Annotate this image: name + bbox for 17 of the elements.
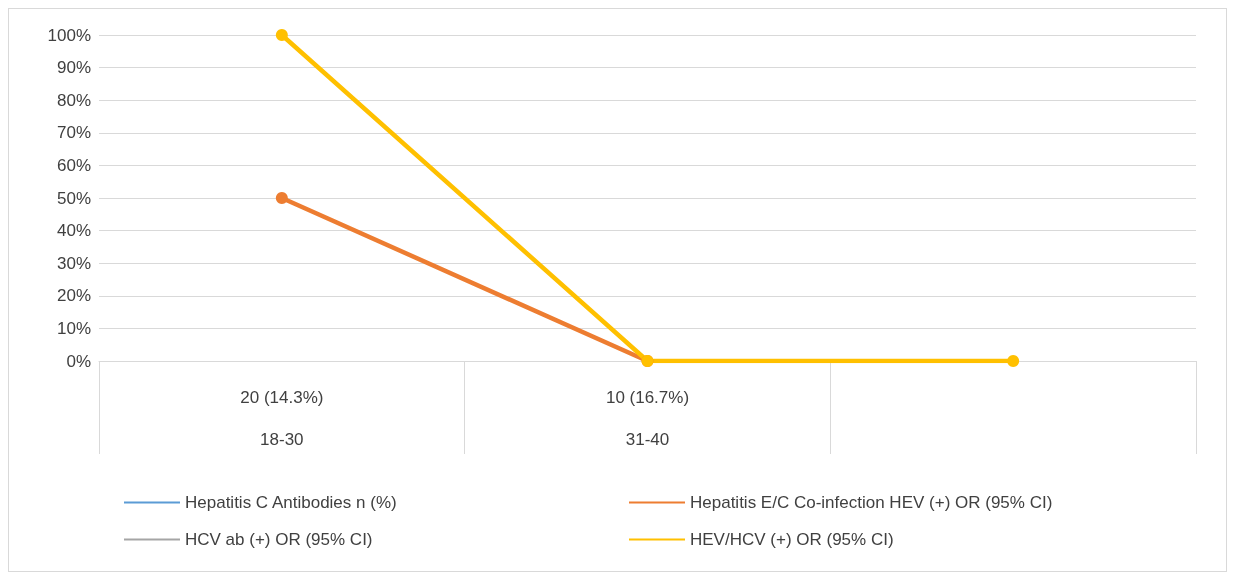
legend-label: Hepatitis E/C Co-infection HEV (+) OR (95% CI) [690, 493, 1053, 512]
legend-label: Hepatitis C Antibodies n (%) [185, 493, 397, 512]
y-tick-label: 30% [56, 253, 91, 273]
y-tick-label: 60% [56, 155, 91, 175]
y-tick-label: 80% [56, 90, 91, 110]
legend-label: HCV ab (+) OR (95% CI) [185, 530, 373, 549]
y-tick-label: 50% [56, 188, 91, 208]
category-label: 10 (16.7%) 31-40 [605, 388, 690, 449]
y-tick-label: 10% [56, 318, 91, 338]
legend-label: HEV/HCV (+) OR (95% CI) [690, 530, 894, 549]
y-tick-label: 40% [56, 221, 91, 241]
y-tick-label: 100% [47, 25, 91, 45]
category-label: 20 (14.3%) 18-30 [240, 388, 324, 449]
y-tick-label: 20% [56, 286, 91, 306]
y-tick-label: 70% [56, 123, 91, 143]
y-tick-label: 0% [66, 351, 91, 371]
y-tick-label: 90% [56, 58, 91, 78]
